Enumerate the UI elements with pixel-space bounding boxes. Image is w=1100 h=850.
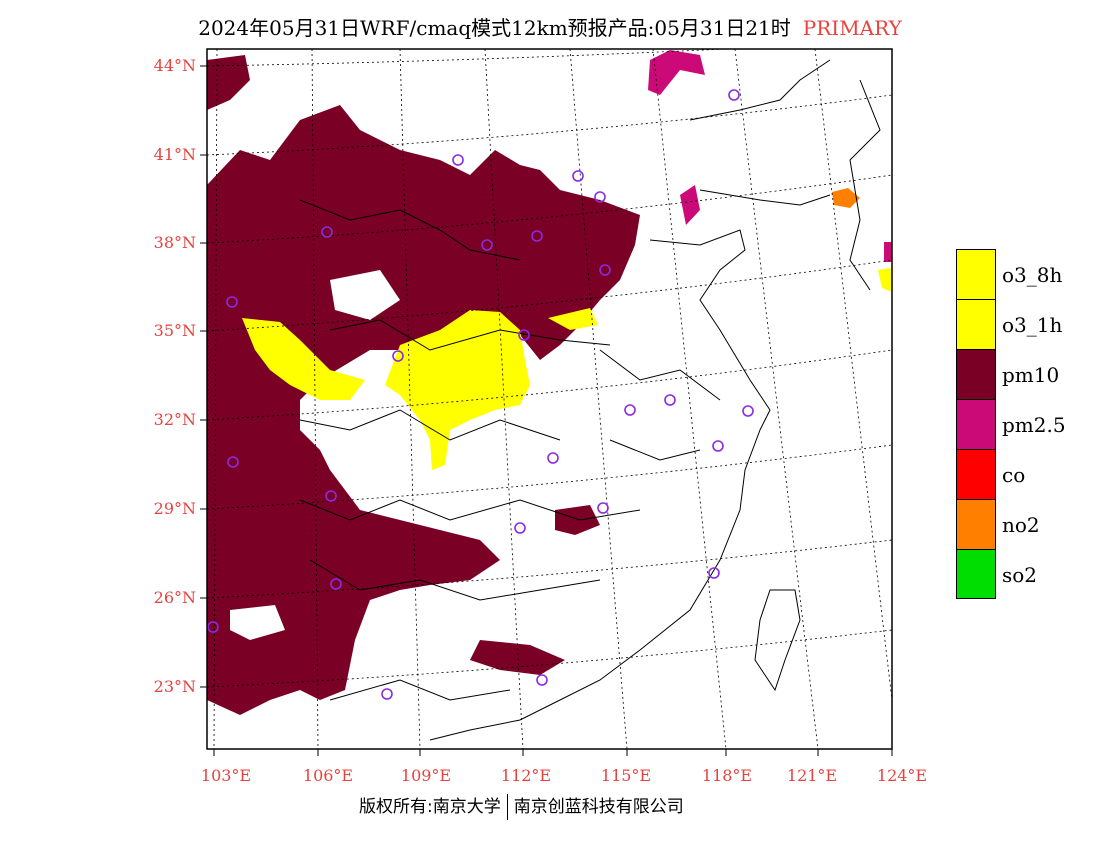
lat-label: 23°N: [153, 677, 196, 696]
city-marker: [708, 567, 720, 579]
title-text: 2024年05月31日WRF/cmaq模式12km预报产品:05月31日21时: [198, 16, 791, 40]
legend-label: o3_8h: [1002, 263, 1063, 287]
pm10-region-northwest: [207, 55, 250, 110]
legend-swatch: [956, 499, 996, 549]
lat-label: 32°N: [153, 410, 196, 429]
lat-label: 38°N: [153, 233, 196, 252]
o3-region-east: [548, 308, 598, 330]
city-marker: [325, 490, 337, 502]
legend-label: so2: [1002, 563, 1038, 587]
legend-label: pm2.5: [1002, 413, 1066, 437]
boundary-lines: [299, 59, 881, 741]
lon-label: 115°E: [600, 766, 652, 785]
legend-label: no2: [1002, 513, 1040, 537]
city-marker: [547, 452, 559, 464]
city-marker: [664, 394, 676, 406]
lat-label: 41°N: [153, 145, 196, 164]
legend-swatch: [956, 249, 996, 299]
legend-swatch: [956, 349, 996, 399]
city-markers: [207, 89, 754, 700]
city-marker: [330, 578, 342, 590]
city-marker: [531, 230, 543, 242]
city-marker: [381, 688, 393, 700]
legend-swatch: [956, 399, 996, 449]
city-marker: [207, 621, 219, 633]
legend-label: co: [1002, 463, 1026, 487]
map-title: 2024年05月31日WRF/cmaq模式12km预报产品:05月31日21时 P…: [0, 12, 1100, 41]
city-marker: [624, 404, 636, 416]
lat-label: 26°N: [153, 588, 196, 607]
city-marker: [514, 522, 526, 534]
legend-swatch: [956, 299, 996, 349]
lon-label: 121°E: [786, 766, 838, 785]
clean-area-3: [230, 605, 285, 640]
pm10-patch-central: [555, 505, 600, 535]
legend-swatch: [956, 549, 996, 599]
credit-separator: [506, 794, 508, 820]
clean-area-1: [330, 270, 400, 320]
city-marker: [742, 405, 754, 417]
city-marker: [594, 191, 606, 203]
copyright-company: 南京创蓝科技有限公司: [513, 797, 684, 817]
pm25-patch-ne: [680, 185, 700, 225]
city-marker: [227, 456, 239, 468]
city-marker: [572, 170, 584, 182]
lon-label: 103°E: [200, 766, 252, 785]
pm25-patch-coast: [884, 242, 892, 262]
city-marker: [597, 502, 609, 514]
o3-region: [385, 310, 530, 470]
pm10-region-south: [470, 640, 565, 675]
lon-label: 124°E: [876, 766, 928, 785]
o3-region-offshore: [878, 268, 892, 292]
city-marker: [518, 329, 530, 341]
lon-label: 106°E: [302, 766, 354, 785]
city-marker: [728, 89, 740, 101]
ticks: [200, 65, 893, 756]
lat-label: 29°N: [153, 499, 196, 518]
city-marker: [226, 296, 238, 308]
city-marker: [536, 674, 548, 686]
pm10-region-west: [207, 105, 640, 715]
copyright-credit: 版权所有:南京大学 南京创蓝科技有限公司: [359, 792, 684, 820]
legend-label: pm10: [1002, 363, 1060, 387]
legend-label: o3_1h: [1002, 313, 1063, 337]
city-marker: [599, 264, 611, 276]
no2-patch: [832, 188, 860, 208]
primary-label: PRIMARY: [802, 16, 902, 40]
graticule: [207, 49, 892, 749]
city-marker: [481, 239, 493, 251]
lat-label: 35°N: [153, 321, 196, 340]
lat-label: 44°N: [153, 56, 196, 75]
o3-region-west: [242, 318, 365, 400]
legend-swatch: [956, 449, 996, 499]
map-frame: [206, 48, 893, 750]
pm25-patch-north: [648, 50, 705, 95]
city-marker: [392, 350, 404, 362]
city-marker: [321, 226, 333, 238]
copyright-owner: 版权所有:南京大学: [359, 797, 501, 817]
lon-label: 112°E: [500, 766, 552, 785]
city-marker: [452, 154, 464, 166]
map-layers: [207, 49, 892, 749]
lon-label: 118°E: [701, 766, 753, 785]
city-marker: [712, 440, 724, 452]
lon-label: 109°E: [400, 766, 452, 785]
